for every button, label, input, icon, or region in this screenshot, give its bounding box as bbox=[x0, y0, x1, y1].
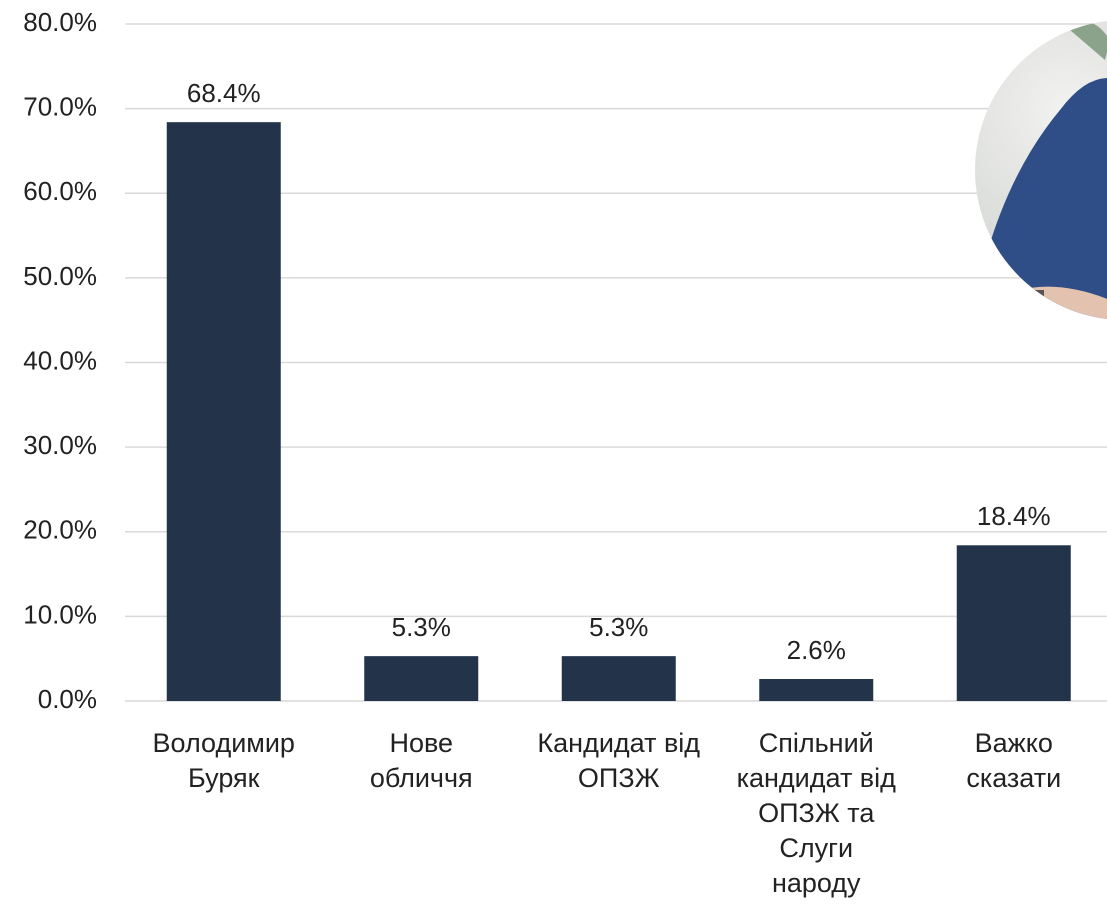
y-tick-label: 50.0% bbox=[23, 261, 97, 291]
page: 0.0% 10.0% 20.0% 30.0% 40.0% 50.0% 60.0% 70.0% 8… bbox=[0, 0, 1107, 911]
y-tick-label: 70.0% bbox=[23, 92, 97, 122]
y-tick-label: 10.0% bbox=[23, 599, 97, 629]
value-label: 5.3% bbox=[589, 612, 648, 642]
y-tick-label: 30.0% bbox=[23, 430, 97, 460]
y-tick-label: 80.0% bbox=[23, 7, 97, 37]
y-tick-label: 20.0% bbox=[23, 515, 97, 545]
value-label: 68.4% bbox=[187, 78, 261, 108]
photo bbox=[975, 20, 1107, 360]
bar bbox=[167, 122, 281, 701]
y-tick-label: 0.0% bbox=[38, 684, 97, 714]
chart: 0.0% 10.0% 20.0% 30.0% 40.0% 50.0% 60.0% 70.0% 8… bbox=[0, 0, 1107, 911]
bar bbox=[364, 656, 478, 701]
bar bbox=[957, 545, 1071, 701]
bar bbox=[562, 656, 676, 701]
value-label: 2.6% bbox=[787, 635, 846, 665]
value-label: 5.3% bbox=[392, 612, 451, 642]
bar bbox=[759, 679, 873, 701]
value-label: 18.4% bbox=[977, 501, 1051, 531]
y-tick-label: 60.0% bbox=[23, 176, 97, 206]
y-tick-label: 40.0% bbox=[23, 345, 97, 375]
